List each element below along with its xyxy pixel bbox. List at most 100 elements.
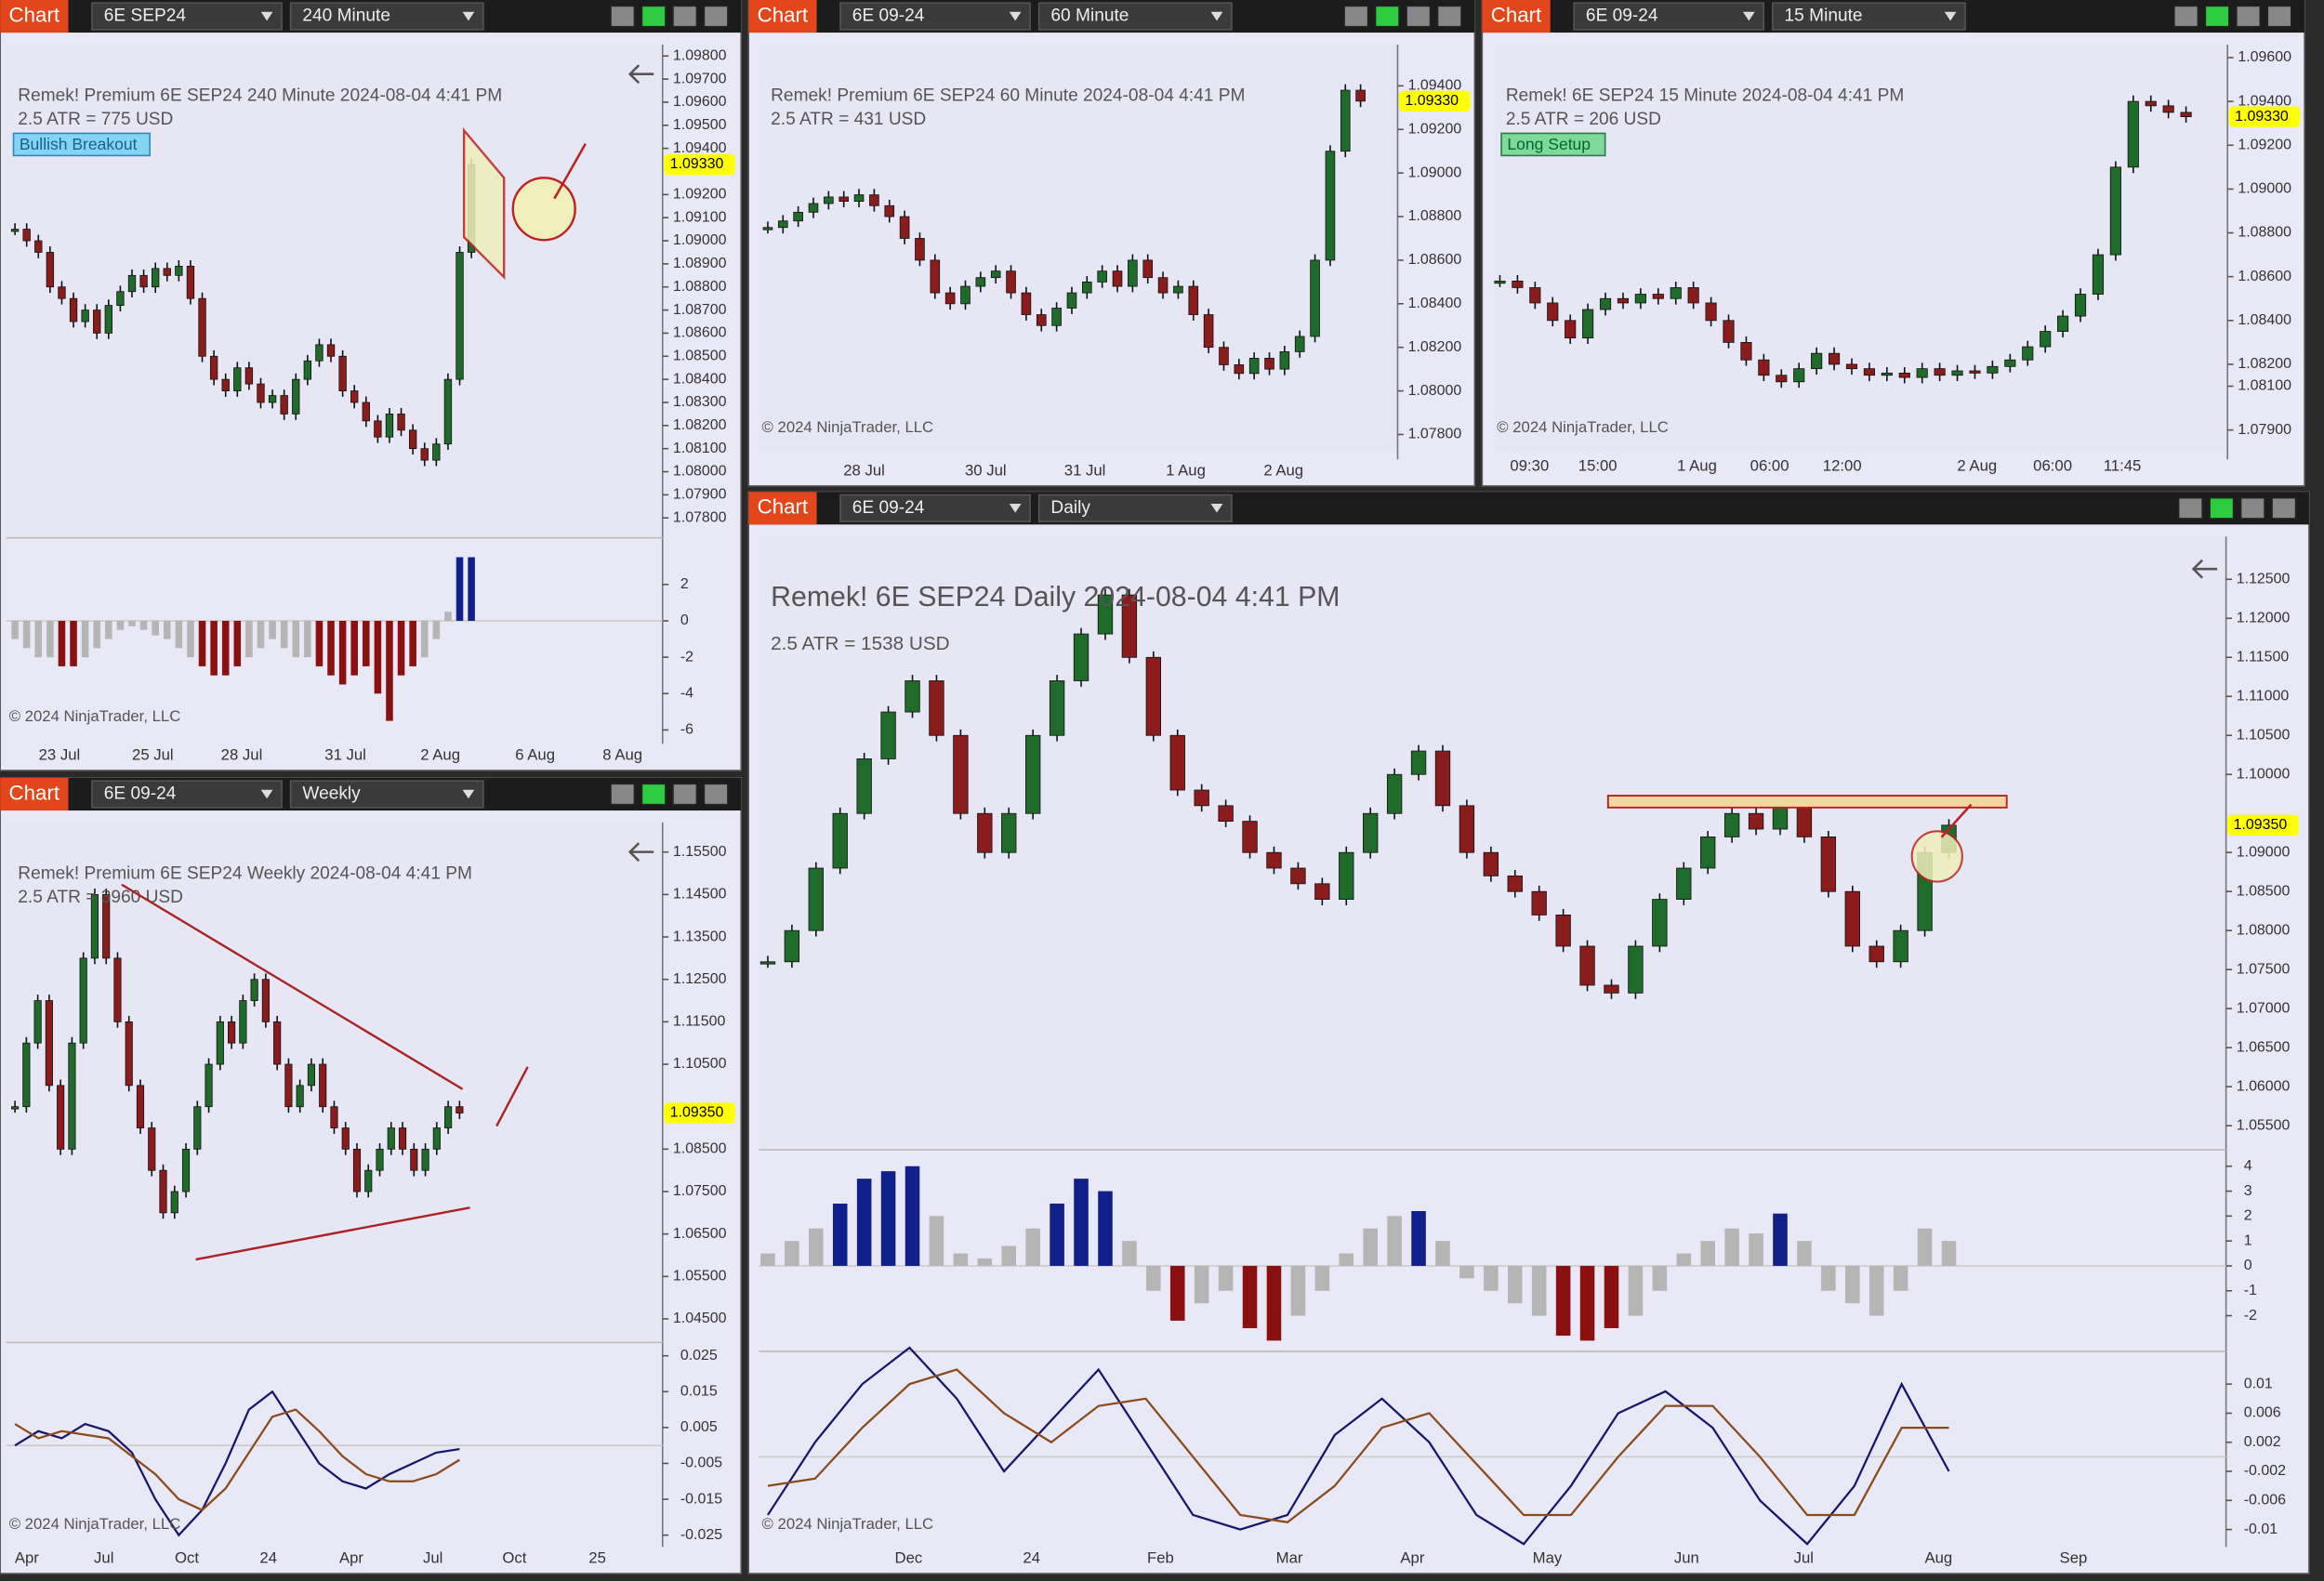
interval-label[interactable]: Weekly bbox=[302, 784, 361, 804]
window-button[interactable] bbox=[1436, 5, 1462, 28]
candle bbox=[880, 711, 896, 759]
candle bbox=[1266, 851, 1282, 869]
window-button[interactable] bbox=[2209, 496, 2235, 520]
y-tick-label: 1.10500 bbox=[673, 1056, 727, 1072]
candle bbox=[2057, 315, 2069, 332]
dropdown-caret[interactable] bbox=[1210, 11, 1223, 21]
window-button[interactable] bbox=[1374, 5, 1400, 28]
chart-tab[interactable] bbox=[0, 0, 69, 33]
interval-dropdown[interactable] bbox=[289, 2, 484, 31]
chart-tab[interactable] bbox=[0, 777, 69, 811]
window-button[interactable] bbox=[640, 783, 667, 806]
window-button[interactable] bbox=[2177, 496, 2203, 520]
window-button[interactable] bbox=[2271, 496, 2297, 520]
x-tick-label: Jul bbox=[1794, 1549, 1814, 1567]
histogram-bar bbox=[304, 620, 311, 658]
histogram-bar bbox=[1363, 1228, 1378, 1266]
dropdown-caret[interactable] bbox=[1944, 11, 1957, 21]
x-tick-label: Oct bbox=[175, 1549, 199, 1567]
dropdown-caret[interactable] bbox=[260, 11, 273, 21]
chart-tab[interactable] bbox=[1482, 0, 1551, 33]
candle bbox=[869, 194, 879, 206]
interval-dropdown[interactable] bbox=[1037, 494, 1233, 522]
instrument-dropdown[interactable] bbox=[1573, 2, 1765, 31]
setup-badge-label: Bullish Breakout bbox=[20, 135, 138, 153]
dropdown-caret[interactable] bbox=[462, 11, 475, 21]
histogram-bar bbox=[374, 620, 382, 694]
candle bbox=[257, 383, 265, 403]
chart-tab[interactable] bbox=[748, 492, 817, 525]
candle bbox=[1145, 656, 1162, 736]
instrument-label[interactable]: 6E 09-24 bbox=[104, 784, 177, 804]
chart-tab[interactable] bbox=[748, 0, 817, 33]
chart-tab-label[interactable]: Chart bbox=[9, 781, 60, 804]
candle bbox=[261, 979, 270, 1022]
back-arrow[interactable] bbox=[627, 842, 654, 863]
window-button[interactable] bbox=[610, 783, 636, 806]
candle bbox=[79, 957, 87, 1044]
instrument-dropdown[interactable] bbox=[91, 2, 283, 31]
candle bbox=[905, 680, 920, 713]
dropdown-caret[interactable] bbox=[1742, 11, 1755, 21]
interval-dropdown[interactable] bbox=[1037, 2, 1233, 31]
candle bbox=[34, 240, 43, 253]
interval-dropdown[interactable] bbox=[289, 780, 484, 809]
window-button[interactable] bbox=[2239, 496, 2265, 520]
instrument-label[interactable]: 6E SEP24 bbox=[104, 7, 187, 26]
back-arrow[interactable] bbox=[2191, 559, 2218, 579]
back-arrow[interactable] bbox=[627, 64, 654, 85]
histogram-bar bbox=[1917, 1228, 1933, 1266]
interval-label[interactable]: 240 Minute bbox=[302, 7, 390, 26]
dropdown-caret[interactable] bbox=[462, 789, 475, 799]
window-button[interactable] bbox=[703, 5, 729, 28]
candle bbox=[2180, 112, 2192, 118]
interval-label[interactable]: Daily bbox=[1050, 498, 1090, 518]
window-button[interactable] bbox=[640, 5, 667, 28]
window-button[interactable] bbox=[2204, 5, 2230, 28]
chart-tab-label[interactable]: Chart bbox=[9, 3, 60, 26]
instrument-dropdown[interactable] bbox=[839, 494, 1031, 522]
instrument-label[interactable]: 6E 09-24 bbox=[852, 7, 925, 26]
price-marker-label: 1.09330 bbox=[2235, 109, 2289, 125]
interval-dropdown[interactable] bbox=[1772, 2, 1966, 31]
x-tick-label: 12:00 bbox=[1823, 457, 1862, 475]
dropdown-caret[interactable] bbox=[1009, 11, 1022, 21]
histogram-bar bbox=[1242, 1265, 1258, 1328]
window-button[interactable] bbox=[672, 5, 698, 28]
window-button[interactable] bbox=[610, 5, 636, 28]
window-button[interactable] bbox=[1343, 5, 1369, 28]
histogram-bar bbox=[880, 1171, 896, 1266]
instrument-label[interactable]: 6E 09-24 bbox=[1586, 7, 1658, 26]
y-tick-label: 1.11500 bbox=[673, 1014, 726, 1030]
y-tick-label: 1.09200 bbox=[673, 187, 727, 203]
histogram-bar bbox=[139, 620, 148, 630]
chart-tab-label[interactable]: Chart bbox=[758, 495, 809, 519]
instrument-label[interactable]: 6E 09-24 bbox=[852, 498, 925, 518]
chart-tab-label[interactable]: Chart bbox=[1491, 3, 1542, 26]
dropdown-caret[interactable] bbox=[1009, 504, 1022, 513]
dropdown-caret[interactable] bbox=[1210, 504, 1223, 513]
instrument-dropdown[interactable] bbox=[91, 780, 283, 809]
instrument-dropdown[interactable] bbox=[839, 2, 1031, 31]
x-tick-label: 2 Aug bbox=[420, 745, 460, 763]
window-button[interactable] bbox=[1406, 5, 1432, 28]
interval-label[interactable]: 60 Minute bbox=[1050, 7, 1129, 26]
histogram-bar bbox=[292, 620, 300, 658]
candle bbox=[1294, 336, 1305, 352]
window-button[interactable] bbox=[2266, 5, 2292, 28]
window-button[interactable] bbox=[2235, 5, 2262, 28]
window-button[interactable] bbox=[703, 783, 729, 806]
dropdown-caret[interactable] bbox=[260, 789, 273, 799]
window-button[interactable] bbox=[2173, 5, 2199, 28]
window-button[interactable] bbox=[672, 783, 698, 806]
candle bbox=[1844, 890, 1860, 947]
histogram-bar bbox=[34, 620, 43, 658]
chart-tab-label[interactable]: Chart bbox=[758, 3, 809, 26]
candle bbox=[1314, 883, 1330, 901]
histogram-bar bbox=[1749, 1233, 1763, 1266]
candle bbox=[421, 1148, 429, 1171]
y-tick-label: 1.06000 bbox=[2237, 1078, 2291, 1094]
histogram-bar bbox=[1773, 1213, 1788, 1266]
interval-label[interactable]: 15 Minute bbox=[1785, 7, 1863, 26]
candle bbox=[1700, 837, 1716, 869]
